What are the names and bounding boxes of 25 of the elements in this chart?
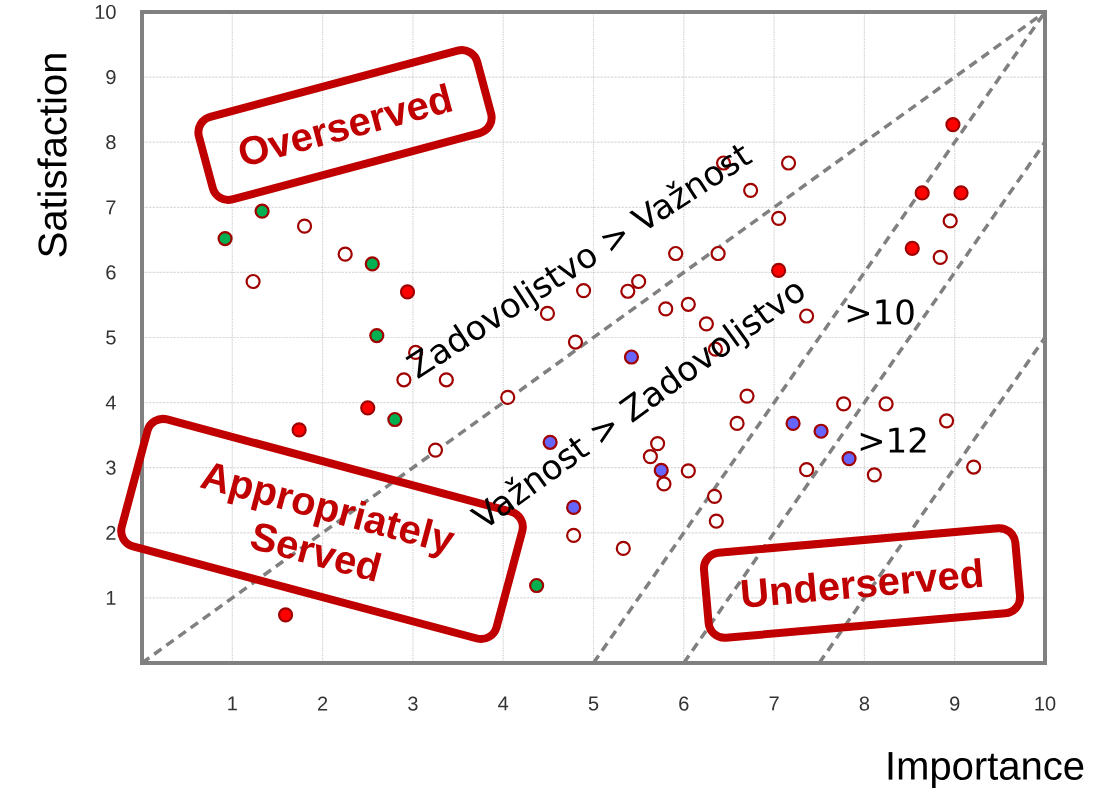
y-axis-title: Satisfaction xyxy=(37,54,67,257)
y-tick-label: 5 xyxy=(106,330,116,345)
x-tick-label: 9 xyxy=(950,696,960,711)
x-tick-label: 3 xyxy=(408,696,418,711)
x-tick-label: 8 xyxy=(859,696,870,711)
y-tick-label: 4 xyxy=(105,395,116,410)
x-tick-label: 7 xyxy=(769,696,779,711)
y-tick-label: 6 xyxy=(106,265,116,280)
annotation: >10 xyxy=(847,299,914,325)
x-tick-label: 4 xyxy=(498,696,509,711)
x-tick-label: 2 xyxy=(318,696,328,711)
x-tick-label: 10 xyxy=(1035,696,1056,711)
annotation: Underserved xyxy=(741,557,983,608)
x-tick-label: 6 xyxy=(679,696,689,711)
y-tick-label: 3 xyxy=(106,460,116,475)
y-tick-label: 7 xyxy=(106,200,116,215)
y-tick-label: 1 xyxy=(106,591,116,605)
x-axis-title: Importance xyxy=(888,752,1084,788)
y-tick-label: 2 xyxy=(106,525,116,540)
y-tick-label: 9 xyxy=(106,70,116,85)
y-tick-label: 10 xyxy=(95,4,116,20)
y-tick-label: 8 xyxy=(106,135,116,150)
x-tick-label: 1 xyxy=(228,696,237,711)
annotation: >12 xyxy=(860,427,926,453)
x-tick-label: 5 xyxy=(588,696,599,711)
